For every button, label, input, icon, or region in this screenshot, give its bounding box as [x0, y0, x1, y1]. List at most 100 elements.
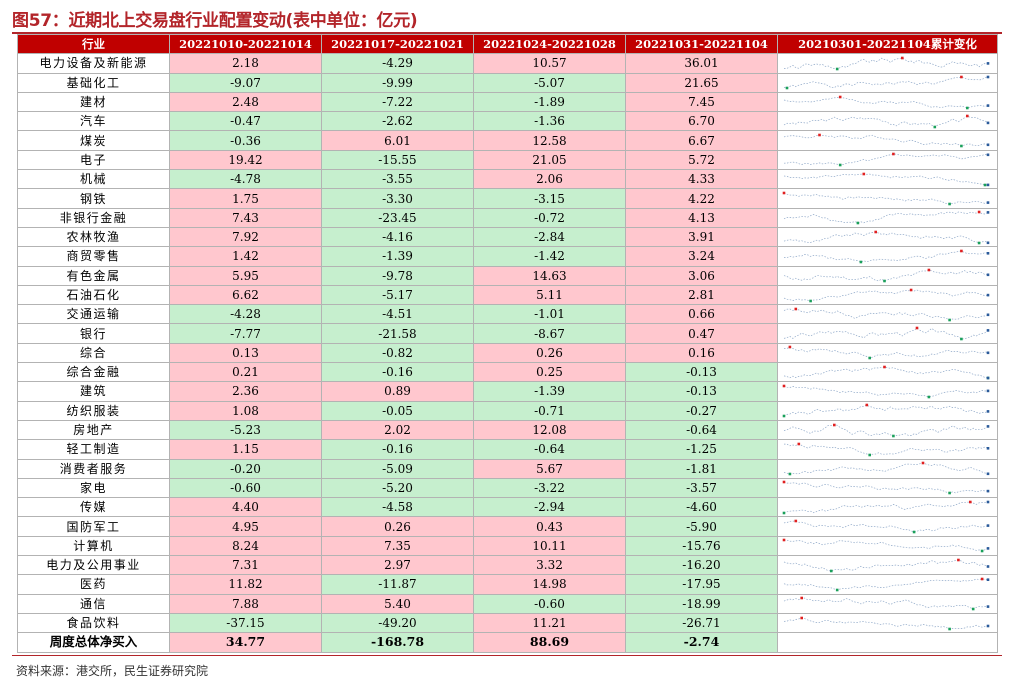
sparkline-last-marker: [986, 62, 990, 65]
sparkline-path: [783, 385, 989, 398]
sparkline-last-marker: [986, 524, 990, 527]
sparkline-cell: [777, 612, 998, 634]
value-cell-week-2: -7.22: [321, 91, 474, 113]
value-cell-week-3: 5.67: [473, 458, 626, 479]
value-cell-week-1: 7.43: [169, 207, 322, 228]
value-cell-week-2: -21.58: [321, 323, 474, 344]
sparkline-path: [783, 520, 989, 533]
sparkline-last-marker: [986, 500, 990, 504]
value-cell-week-3: 10.57: [473, 53, 626, 74]
value-cell-week-2: -4.29: [321, 53, 474, 74]
sparkline-cell: [777, 535, 998, 557]
sparkline: [783, 288, 990, 302]
value-cell-week-4: -0.64: [625, 419, 778, 441]
value-cell-week-1: -7.77: [169, 323, 322, 344]
sparkline: [783, 268, 990, 283]
sparkline-last-marker: [986, 446, 990, 450]
title-rule: [12, 32, 1002, 34]
sparkline-last-marker: [986, 241, 990, 244]
value-cell-week-3: 12.08: [473, 419, 626, 441]
table-row: 非银行金融 7.43 -23.45 -0.72 4.13: [17, 207, 998, 228]
sparkline-high-marker: [874, 230, 877, 233]
sparkline-high-marker: [960, 75, 963, 79]
sparkline-high-marker: [862, 172, 866, 176]
value-cell-week-1: 8.24: [169, 535, 322, 557]
sparkline-high-marker: [788, 346, 792, 349]
sparkline-path: [783, 443, 989, 456]
value-cell-week-2: 0.89: [321, 381, 474, 402]
table-row: 石油石化 6.62 -5.17 5.11 2.81: [17, 284, 998, 306]
industry-cell: 有色金属: [17, 265, 170, 286]
value-cell-week-3: 5.11: [473, 284, 626, 306]
sparkline-cell: [777, 497, 998, 518]
value-cell-week-2: 2.97: [321, 555, 474, 576]
table-row: 建材 2.48 -7.22 -1.89 7.45: [17, 91, 998, 113]
value-cell-week-3: 3.32: [473, 555, 626, 576]
table-row: 电子 19.42 -15.55 21.05 5.72: [17, 149, 998, 171]
table-row: 钢铁 1.75 -3.30 -3.15 4.22: [17, 188, 998, 209]
sparkline-low-marker: [960, 144, 963, 148]
value-cell-week-4: 4.13: [625, 207, 778, 228]
value-cell-week-3: -2.94: [473, 497, 626, 518]
sparkline-cell: [777, 555, 998, 576]
value-cell-week-2: -0.16: [321, 362, 474, 383]
industry-cell: 消费者服务: [17, 458, 170, 479]
table-row: 医药 11.82 -11.87 14.98 -17.95: [17, 574, 998, 595]
value-cell-week-1: 4.95: [169, 516, 322, 537]
value-cell-week-1: -0.36: [169, 130, 322, 151]
sparkline-path: [783, 269, 989, 282]
sparkline-low-marker: [809, 299, 812, 302]
table-row: 交通运输 -4.28 -4.51 -1.01 0.66: [17, 304, 998, 325]
sparkline-last-marker: [986, 143, 990, 147]
sparkline-high-marker: [921, 461, 925, 465]
value-cell-week-3: -0.72: [473, 207, 626, 228]
value-cell-week-1: -0.47: [169, 111, 322, 132]
sparkline-last-marker: [986, 153, 990, 157]
value-cell-week-3: -5.07: [473, 72, 626, 93]
value-cell-week-4: 7.45: [625, 91, 778, 113]
sparkline-last-marker: [986, 389, 990, 393]
value-cell-week-4: 4.22: [625, 188, 778, 209]
sparkline-low-marker: [838, 164, 842, 167]
value-cell-week-4: 36.01: [625, 53, 778, 74]
table-row: 综合金融 0.21 -0.16 0.25 -0.13: [17, 362, 998, 383]
sparkline-cell: [777, 246, 998, 267]
sparkline-last-marker: [986, 424, 990, 428]
sparkline-path: [783, 540, 989, 552]
sparkline-path: [783, 173, 989, 186]
sparkline-low-marker: [980, 550, 984, 553]
sparkline-last-marker: [986, 376, 990, 379]
sparkline-last-marker: [986, 578, 990, 581]
value-cell-week-1: 19.42: [169, 149, 322, 171]
sparkline: [782, 481, 990, 495]
value-cell-week-4: 6.70: [625, 111, 778, 132]
value-cell-week-3: -1.42: [473, 246, 626, 267]
sparkline-cell: [777, 91, 998, 113]
sparkline-last-marker: [986, 564, 990, 568]
total-value-week-1: 34.77: [169, 632, 322, 653]
sparkline: [782, 500, 990, 515]
sparkline-low-marker: [883, 279, 886, 283]
value-cell-week-1: 7.88: [169, 593, 322, 614]
sparkline-low-marker: [927, 395, 931, 399]
value-cell-week-4: -5.90: [625, 516, 778, 537]
value-cell-week-1: 6.62: [169, 284, 322, 306]
sparkline-high-marker: [833, 423, 836, 426]
value-cell-week-4: 3.91: [625, 226, 778, 248]
sparkline-low-marker: [977, 241, 981, 244]
sparkline-cell: [777, 265, 998, 286]
value-cell-week-3: -1.36: [473, 111, 626, 132]
value-cell-week-2: 7.35: [321, 535, 474, 557]
value-cell-week-4: -0.27: [625, 400, 778, 421]
value-cell-week-3: 21.05: [473, 149, 626, 171]
value-cell-week-2: -15.55: [321, 149, 474, 171]
sparkline-high-marker: [927, 268, 931, 272]
sparkline-path: [783, 76, 989, 89]
header-week-2: 20221017-20221021: [321, 33, 474, 55]
table-row: 纺织服装 1.08 -0.05 -0.71 -0.27: [17, 400, 998, 421]
value-cell-week-3: 0.26: [473, 342, 626, 364]
total-empty-cell: [777, 632, 998, 653]
header-row: 行业 20221010-20221014 20221017-20221021 2…: [17, 33, 998, 55]
value-cell-week-2: -5.17: [321, 284, 474, 306]
sparkline-last-marker: [986, 103, 990, 107]
